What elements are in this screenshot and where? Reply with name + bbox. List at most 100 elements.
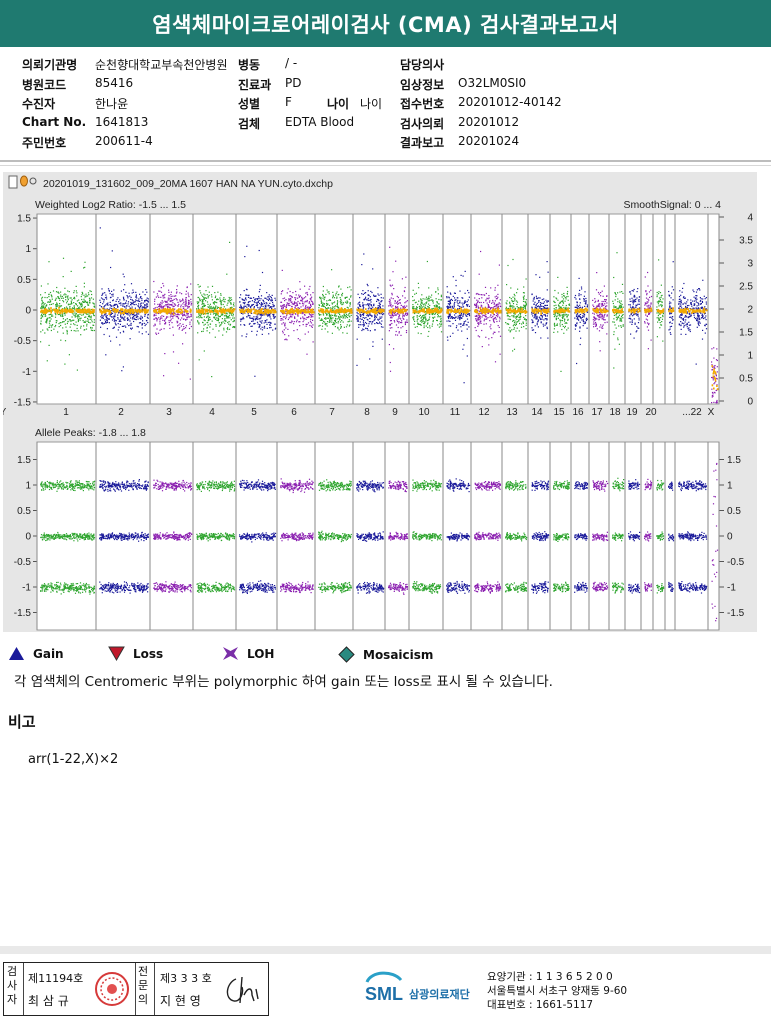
chromosome-4-allele [196,480,236,593]
tick-label: 0 [25,532,31,543]
chromosome-22-log2 [668,261,675,335]
divider [0,160,771,162]
centromere-note: 각 염색체의 Centromeric 부위는 polymorphic 하여 ga… [14,674,553,690]
tick-label: 1 [25,481,31,492]
chromosome-5-allele [239,479,277,594]
cma-plot-svg: 20201019_131602_009_20MA 1607 HAN NA YUN… [3,175,753,631]
chromosome-18-smooth [612,308,624,314]
chromosome-label: 3 [166,407,172,418]
tick-label: -1 [727,583,736,594]
chromosome-label: 12 [478,407,490,418]
doctor-name: 지 현 영 [160,994,201,1008]
divider [23,963,24,1015]
mosaicism-diamond-icon [338,646,355,663]
loss-triangle-icon [108,646,125,661]
organization-info: 요양기관 : 1 1 3 6 5 2 0 0 서울특별시 서초구 양재동 9-6… [487,970,627,1012]
info-label: 주민번호 [22,136,67,150]
chromosome-label: 14 [531,407,543,418]
chromosome-X-allele [678,480,708,594]
chromosome-22-smooth [668,307,675,313]
info-label: 의뢰기관명 [22,58,78,72]
chromosome-18-allele [612,477,625,594]
chromosome-17-smooth [592,307,609,314]
info-value: 나이 [360,97,383,111]
sml-logo: SML 삼광의료재단 [365,971,470,1004]
allele-title: Allele Peaks: -1.8 ... 1.8 [35,427,146,439]
chromosome-16-log2 [574,277,589,365]
org-line-3: 대표번호 : 1661-5117 [487,999,594,1011]
tick-label: 0.5 [17,506,31,517]
chromosome-13-smooth [505,307,528,314]
chromosome-8-smooth [356,307,385,315]
chromosome-9-smooth [388,308,408,315]
info-value: 85416 [95,76,134,90]
info-value: EDTA Blood [285,115,355,129]
tick-label: 1.5 [739,328,753,339]
chromosome-15-smooth [553,307,571,314]
chromosome-label: 5 [251,407,257,418]
chromosome-12-allele [474,481,502,594]
tick-label: -0.5 [14,557,32,568]
chromosome-5-smooth [239,308,277,316]
file-name: 20201019_131602_009_20MA 1607 HAN NA YUN… [43,178,333,190]
chromosome-19-allele [628,479,641,594]
female-icon [29,177,37,185]
legend-mosaicism-label: Mosaicism [363,647,434,662]
info-label: 임상정보 [400,78,445,92]
chromosome-label: 19 [626,407,638,418]
chromosome-label: 7 [329,407,335,418]
chromosome-12-smooth [474,307,502,315]
legend-loh-label: LOH [247,646,275,661]
remarks-title: 비고 [8,713,36,731]
chromosome-label: 9 [392,407,398,418]
chromosome-1-log2 [40,257,96,371]
chromosome-7-allele [318,479,352,594]
tick-label: -1 [22,367,31,378]
chromosome-1-allele [40,480,96,595]
info-value: 1641813 [95,115,149,129]
tick-label: -0.5 [14,336,32,347]
footer-divider [0,946,771,954]
info-label: Chart No. [22,115,87,129]
chromosome-10-allele [412,479,442,594]
handwritten-signature [226,976,259,1004]
chromosome-label: 6 [291,407,297,418]
chromosome-1-smooth [40,306,95,315]
chromosome-label: ...22 [682,407,702,418]
smooth-title: SmoothSignal: 0 ... 4 [624,199,722,211]
remarks-value: arr(1-22,X)×2 [28,752,119,767]
tick-label: 3 [747,259,753,270]
chromosome-2-allele [99,479,149,594]
tick-label: 1 [747,351,753,362]
chromosome-15-log2 [553,276,571,372]
info-value: 한나윤 [95,97,129,111]
doctor-license: 제3 3 3 호 [160,972,212,985]
info-value: 20201012-40142 [458,95,562,109]
chromosome-15-allele [553,480,570,593]
chromosome-Y-allele [711,462,719,622]
chromosome-16-allele [574,481,589,593]
info-label: 진료과 [238,78,272,92]
divider [135,963,136,1015]
tick-label: 0 [25,306,31,317]
legend-loss-label: Loss [133,646,164,661]
legend-loh: LOH [222,646,274,661]
tick-label: 0.5 [727,506,741,517]
divider [0,165,771,166]
tester-name: 최 삼 규 [28,994,69,1008]
org-line-2: 서울특별시 서초구 양재동 9-60 [487,985,628,997]
chromosome-14-smooth [531,308,550,315]
info-label: 접수번호 [400,97,445,111]
chromosome-9-allele [388,480,409,595]
info-value: 순천향대학교부속천안병원 [95,58,228,72]
tick-label: 0 [747,397,753,408]
tick-label: -1.5 [14,397,32,408]
file-icon [8,175,18,189]
chromosome-16-smooth [574,307,589,314]
chromosome-label: 8 [364,407,370,418]
chromosome-label: 17 [591,407,603,418]
info-value: 20201012 [458,115,520,129]
divider [154,963,155,1015]
chromosome-label: 4 [209,407,215,418]
chromosome-8-allele [356,480,385,594]
